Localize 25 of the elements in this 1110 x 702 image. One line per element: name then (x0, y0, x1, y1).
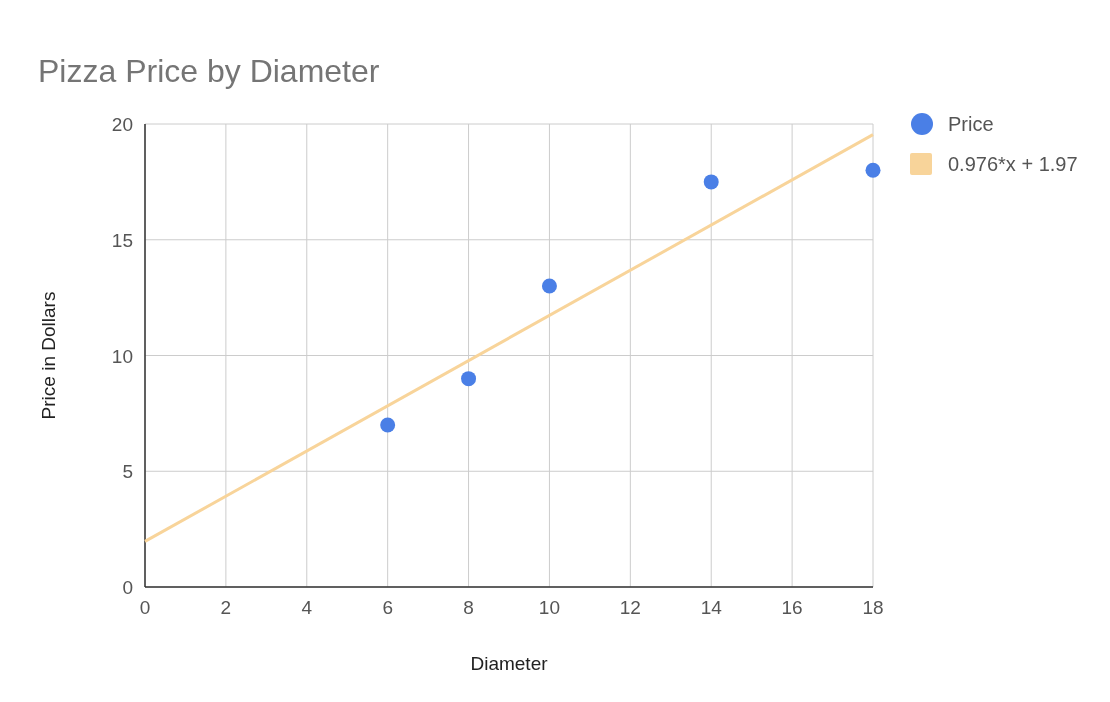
x-tick-label: 8 (463, 597, 474, 618)
point (703, 174, 719, 190)
x-tick-label: 0 (139, 597, 151, 618)
x-axis-title: Diameter (470, 653, 549, 674)
legend-label: 0.976*x + 1.97 (948, 153, 1078, 175)
x-tick-label: 2 (220, 597, 232, 618)
legend-label: Price (948, 113, 994, 135)
point (541, 278, 557, 294)
x-tick-label: 10 (538, 597, 561, 618)
y-tick-label: 0 (122, 577, 133, 598)
y-axis-title: Price in Dollars (38, 291, 59, 420)
x-tick-label: 16 (781, 597, 803, 618)
point (461, 371, 477, 387)
y-tick-label: 15 (111, 229, 133, 251)
point (865, 162, 881, 178)
x-tick-label: 6 (382, 597, 393, 618)
chart-title: Pizza Price by Diameter (38, 53, 380, 89)
x-tick-label: 12 (619, 597, 641, 618)
x-tick-label: 14 (700, 597, 723, 618)
point (380, 417, 396, 433)
x-tick-label: 18 (862, 597, 884, 618)
y-tick-label: 5 (122, 461, 133, 483)
y-tick-label: 10 (111, 345, 133, 367)
x-tick-label: 4 (301, 597, 313, 618)
y-tick-label: 20 (111, 114, 133, 135)
